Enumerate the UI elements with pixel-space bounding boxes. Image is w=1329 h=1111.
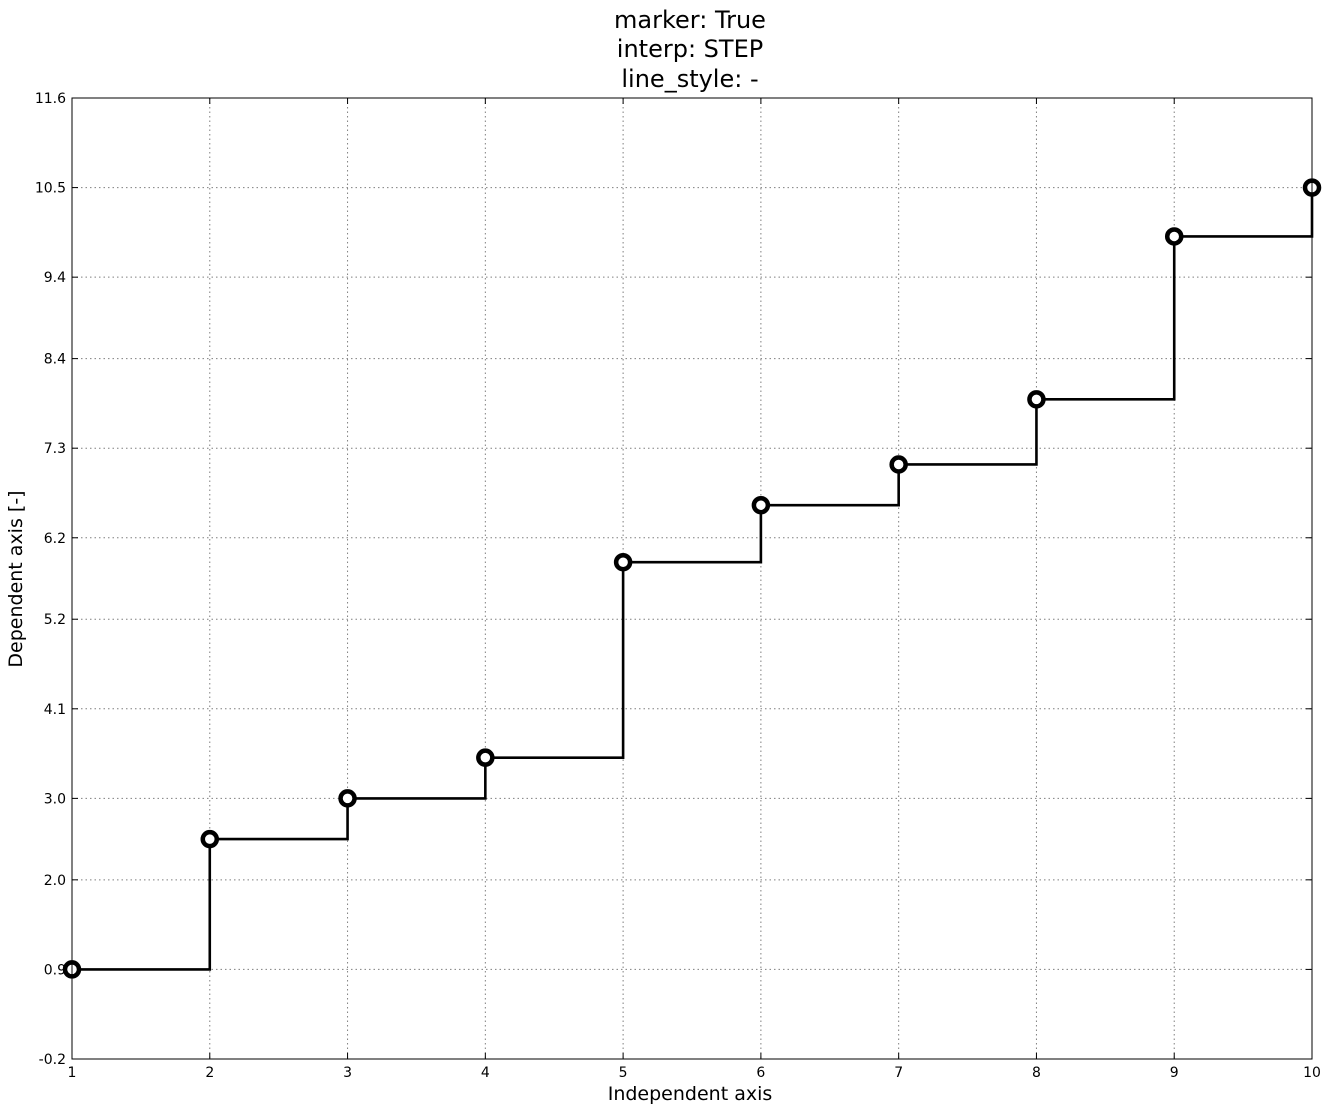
data-point-marker bbox=[338, 789, 357, 808]
x-axis-label: Independent axis bbox=[608, 1083, 773, 1105]
x-tick-label: 2 bbox=[205, 1065, 214, 1081]
y-axis-label: Dependent axis [-] bbox=[5, 490, 27, 667]
y-tick-label: 2.0 bbox=[44, 873, 66, 889]
y-tick-label: 3.0 bbox=[44, 791, 66, 807]
y-tick-label: 4.1 bbox=[44, 702, 66, 718]
x-tick-label: 1 bbox=[68, 1065, 77, 1081]
data-point-marker bbox=[889, 455, 908, 474]
x-tick-label: 3 bbox=[343, 1065, 352, 1081]
plot-frame bbox=[71, 97, 1313, 1060]
series-step-line bbox=[72, 187, 1314, 971]
title-line-1: marker: True bbox=[614, 6, 766, 34]
data-point-marker bbox=[476, 748, 495, 767]
title-line-2: interp: STEP bbox=[617, 35, 763, 63]
y-tick-label: 0.9 bbox=[44, 962, 66, 978]
x-tick-label: 5 bbox=[619, 1065, 628, 1081]
x-tick-label: 9 bbox=[1170, 1065, 1179, 1081]
x-ticks: 1 2 3 4 5 6 7 8 9 10 bbox=[68, 98, 1321, 1081]
y-tick-label: 5.2 bbox=[44, 612, 66, 628]
x-tick-label: 8 bbox=[1032, 1065, 1041, 1081]
y-tick-label: 11.6 bbox=[35, 91, 66, 107]
y-tick-label: 8.4 bbox=[44, 352, 66, 368]
data-series bbox=[62, 178, 1322, 979]
y-tick-label: 7.3 bbox=[44, 441, 66, 457]
x-tick-label: 4 bbox=[481, 1065, 490, 1081]
data-point-marker bbox=[1164, 227, 1184, 246]
y-tick-label: 6.2 bbox=[44, 531, 66, 547]
title-line-3: line_style: - bbox=[621, 65, 758, 93]
y-tick-label: 10.5 bbox=[35, 181, 66, 197]
y-tick-label: -0.2 bbox=[39, 1052, 66, 1068]
x-tick-label: 10 bbox=[1303, 1065, 1321, 1081]
y-tick-label: 9.4 bbox=[44, 270, 66, 286]
data-point-marker bbox=[613, 552, 633, 572]
chart-title: marker: True interp: STEP line_style: - bbox=[614, 6, 766, 93]
data-point-marker bbox=[751, 495, 771, 515]
x-tick-label: 7 bbox=[894, 1065, 903, 1081]
grid bbox=[71, 97, 1313, 1060]
data-point-marker bbox=[1027, 390, 1046, 409]
data-point-marker bbox=[200, 829, 220, 849]
x-tick-label: 6 bbox=[756, 1065, 765, 1081]
y-ticks: -0.2 0.9 2.0 3.0 4.1 5.2 6.2 7.3 8.4 9.4 10.5 11.6 bbox=[35, 91, 1312, 1068]
